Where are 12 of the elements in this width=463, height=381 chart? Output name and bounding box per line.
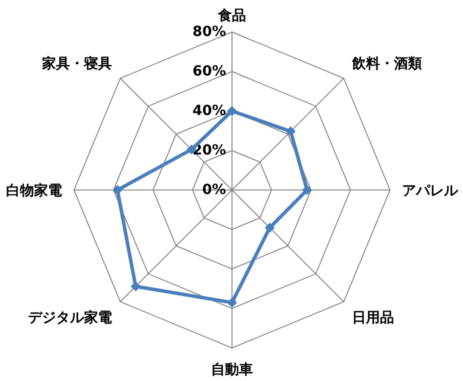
y-tick-label: 40% [192,103,226,119]
spoke-label: 日用品 [352,310,394,326]
y-tick-label: 0% [202,182,226,198]
spoke-label: デジタル家電 [28,309,112,326]
spoke-label: 家具・寝具 [40,54,112,72]
y-tick-label: 60% [192,64,226,80]
spoke-label: 自動車 [211,362,253,378]
spoke-label: 食品 [217,8,246,24]
spoke-label: 飲料・酒類 [351,56,422,72]
spoke-label: 白物家電 [6,182,62,199]
y-tick-label: 80% [192,24,226,40]
spoke-label: アパレル [402,183,459,199]
